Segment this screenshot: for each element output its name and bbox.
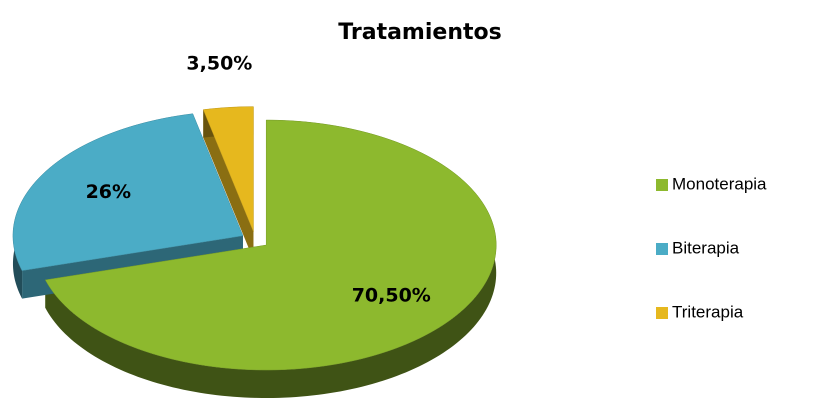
pie-slice: [202, 106, 254, 232]
legend-swatch: [656, 307, 668, 319]
legend-label: Biterapia: [672, 238, 740, 257]
pie-slice: [44, 119, 497, 371]
data-label: 26%: [86, 181, 131, 203]
data-label: 3,50%: [186, 52, 252, 74]
legend-swatch: [656, 243, 668, 255]
chart-title: Tratamientos: [338, 20, 501, 45]
legend-label: Monoterapia: [672, 174, 767, 193]
pie-slice: [12, 113, 244, 271]
legend-swatch: [656, 179, 668, 191]
legend-label: Triterapia: [672, 302, 744, 321]
slice-side: [203, 109, 254, 260]
data-label: 70,50%: [352, 285, 431, 307]
